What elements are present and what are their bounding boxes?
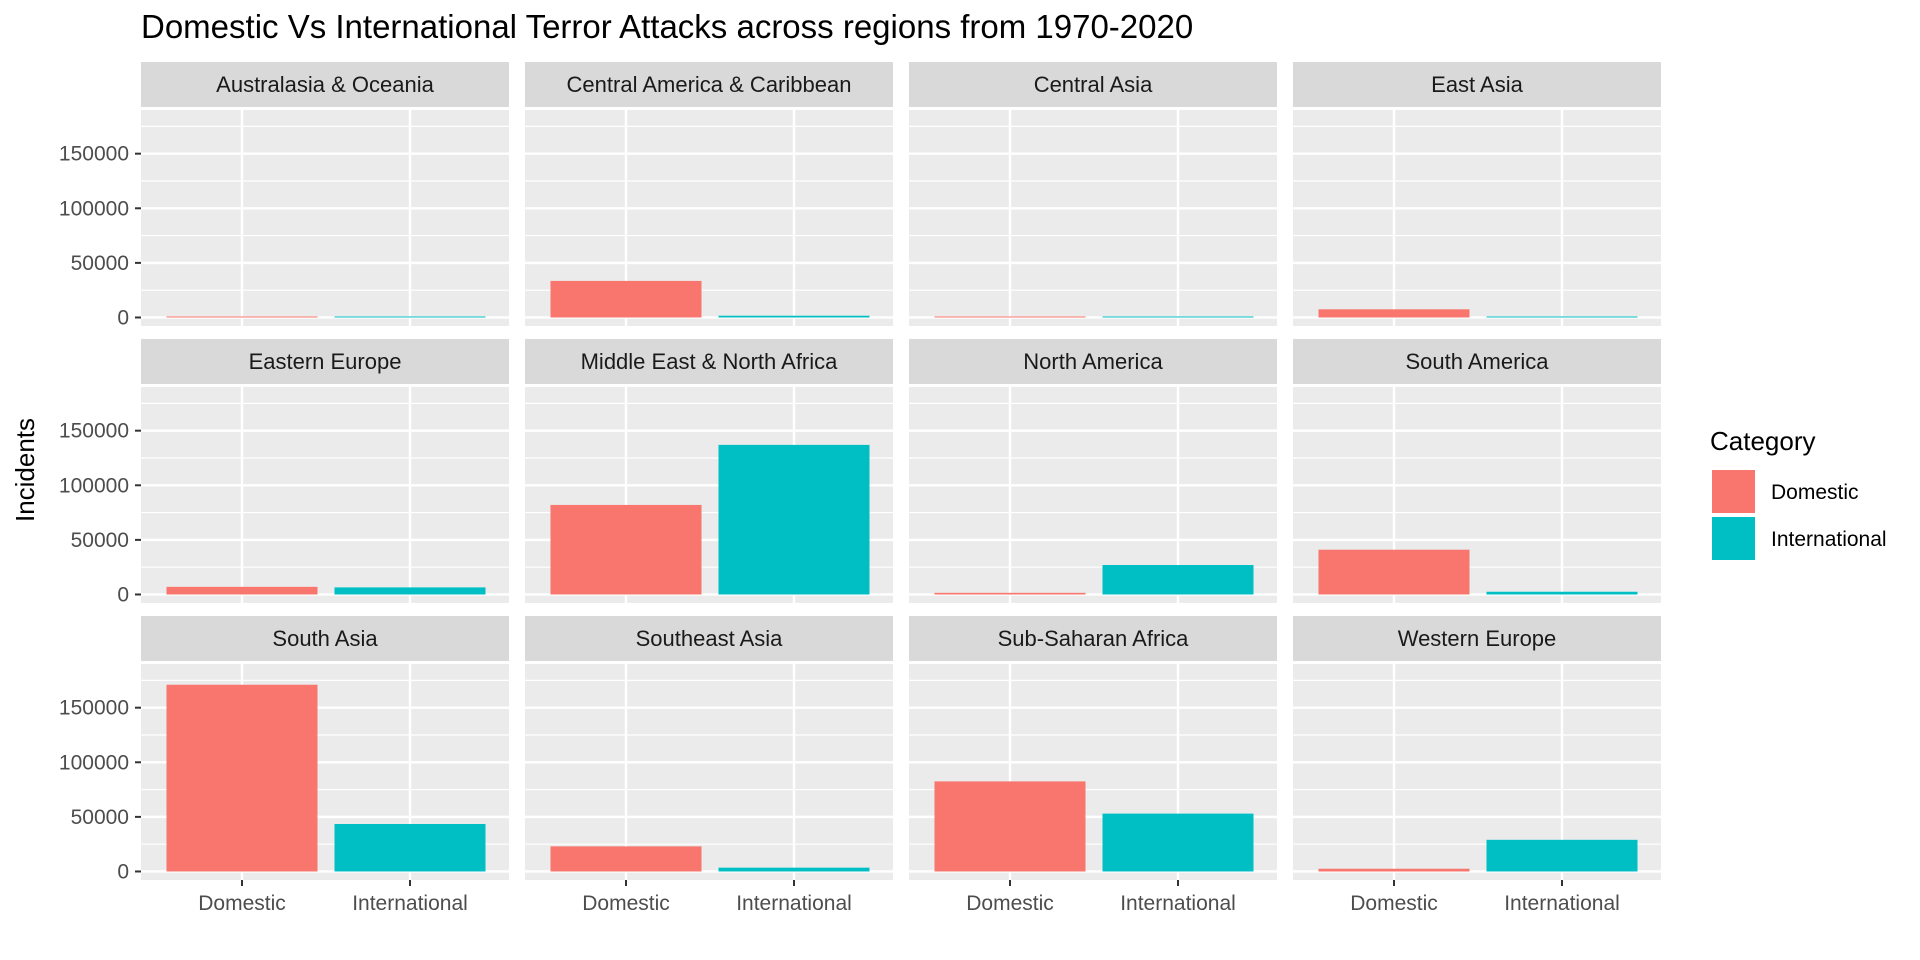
facet-strip: [909, 62, 1277, 107]
x-tick-label: International: [1120, 892, 1236, 915]
y-tick-label: 150000: [59, 420, 129, 443]
x-tick-label: International: [736, 892, 852, 915]
y-tick-label: 100000: [59, 474, 129, 497]
bar-domestic: [550, 846, 702, 872]
facet-strip: [525, 339, 893, 384]
legend-key-international: [1712, 517, 1755, 560]
bar-international: [1102, 564, 1254, 595]
bar-international: [1102, 813, 1254, 872]
bar-domestic: [166, 586, 318, 595]
bar-domestic: [934, 781, 1086, 872]
facet-label: Middle East & North Africa: [581, 349, 839, 374]
plot-background: [909, 110, 1277, 326]
x-tick-label: Domestic: [198, 892, 286, 915]
facet-label: Western Europe: [1398, 626, 1557, 651]
y-tick-label: 50000: [71, 252, 129, 275]
bar-international: [334, 587, 486, 595]
legend-label: International: [1771, 528, 1887, 551]
bar-domestic: [550, 280, 702, 318]
facet-label: North America: [1023, 349, 1163, 374]
facet-panel: North America: [909, 339, 1277, 603]
facet-strip: [141, 62, 509, 107]
bar-domestic: [166, 684, 318, 872]
facet-panels: Australasia & Oceania 0 50000 100000 150000 C…: [59, 62, 1661, 915]
bar-domestic: [1318, 549, 1470, 595]
facet-strip: [1293, 62, 1661, 107]
facet-panel: South Asia 0 50000 100000 150000 Domestic Inte…: [59, 616, 509, 915]
facet-strip: [525, 616, 893, 661]
facet-panel: Central Asia: [909, 62, 1277, 326]
plot-background: [1293, 110, 1661, 326]
facet-strip: [141, 339, 509, 384]
bar-international: [1486, 839, 1638, 872]
plot-background: [141, 387, 509, 603]
bar-domestic: [1318, 309, 1470, 318]
facet-panel: Australasia & Oceania 0 50000 100000 150000: [59, 62, 509, 329]
bar-international: [718, 315, 870, 318]
facet-label: South Asia: [272, 626, 378, 651]
facet-panel: Central America & Caribbean: [525, 62, 893, 326]
bar-domestic: [166, 316, 318, 318]
facet-panel: Eastern Europe 0 50000 100000 150000: [59, 339, 509, 606]
y-tick-label: 0: [117, 583, 129, 606]
facet-panel: East Asia: [1293, 62, 1661, 326]
legend-key-domestic: [1712, 470, 1755, 513]
facet-panel: South America: [1293, 339, 1661, 603]
bar-international: [334, 316, 486, 318]
x-tick-label: Domestic: [1350, 892, 1438, 915]
facet-strip: [909, 339, 1277, 384]
y-tick-label: 150000: [59, 697, 129, 720]
bar-domestic: [934, 592, 1086, 595]
facet-label: Central Asia: [1034, 72, 1153, 97]
facet-label: Southeast Asia: [636, 626, 784, 651]
legend-title: Category: [1710, 426, 1816, 456]
facet-strip: [909, 616, 1277, 661]
x-tick-label: International: [1504, 892, 1620, 915]
x-tick-label: Domestic: [582, 892, 670, 915]
y-tick-label: 100000: [59, 197, 129, 220]
chart-title: Domestic Vs International Terror Attacks…: [141, 8, 1193, 45]
bar-international: [1486, 316, 1638, 318]
facet-label: Sub-Saharan Africa: [998, 626, 1190, 651]
y-tick-label: 0: [117, 306, 129, 329]
facet-label: Eastern Europe: [249, 349, 402, 374]
facet-panel: Sub-Saharan Africa Domestic International: [909, 616, 1277, 915]
facet-strip: [141, 616, 509, 661]
bar-international: [1102, 316, 1254, 318]
bar-international: [718, 867, 870, 872]
y-tick-label: 150000: [59, 143, 129, 166]
bar-international: [718, 444, 870, 595]
legend: Category Domestic International: [1710, 426, 1887, 560]
bar-domestic: [934, 316, 1086, 318]
y-axis-title: Incidents: [10, 418, 40, 522]
bar-international: [1486, 591, 1638, 595]
plot-background: [141, 110, 509, 326]
facet-label: Central America & Caribbean: [567, 72, 852, 97]
bar-domestic: [550, 504, 702, 595]
y-tick-label: 0: [117, 860, 129, 883]
x-tick-label: Domestic: [966, 892, 1054, 915]
facet-panel: Middle East & North Africa: [525, 339, 893, 603]
facet-label: East Asia: [1431, 72, 1523, 97]
facet-strip: [525, 62, 893, 107]
facet-label: South America: [1405, 349, 1549, 374]
legend-label: Domestic: [1771, 481, 1859, 504]
x-tick-label: International: [352, 892, 468, 915]
y-tick-label: 50000: [71, 806, 129, 829]
y-tick-label: 50000: [71, 529, 129, 552]
facet-label: Australasia & Oceania: [216, 72, 434, 97]
facet-strip: [1293, 616, 1661, 661]
bar-international: [334, 823, 486, 872]
facet-panel: Western Europe Domestic International: [1293, 616, 1661, 915]
facet-panel: Southeast Asia Domestic International: [525, 616, 893, 915]
facet-strip: [1293, 339, 1661, 384]
y-tick-label: 100000: [59, 751, 129, 774]
bar-domestic: [1318, 868, 1470, 872]
